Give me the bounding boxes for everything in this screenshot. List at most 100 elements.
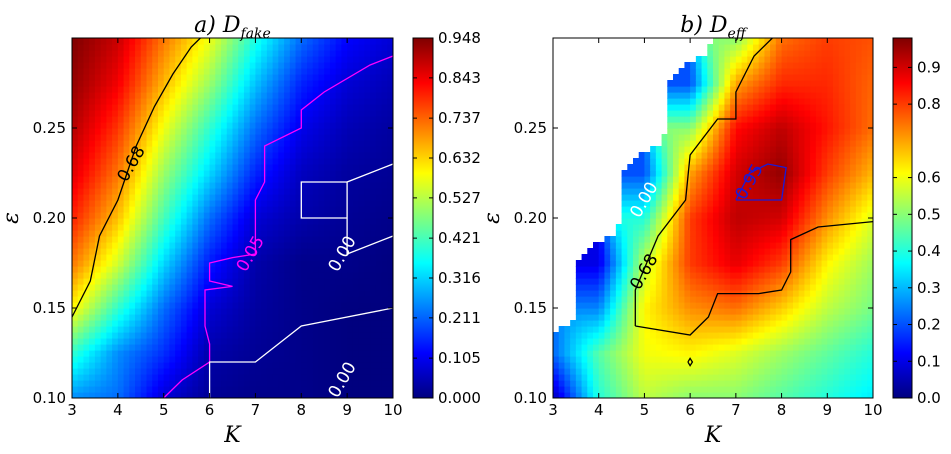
- heatmap-cell: [370, 230, 377, 237]
- heatmap-cell: [718, 362, 726, 369]
- heatmap-cell: [701, 356, 708, 363]
- heatmap-cell: [347, 206, 354, 213]
- heatmap-cell: [135, 362, 142, 369]
- heatmap-cell: [284, 278, 291, 285]
- heatmap-cell: [106, 254, 113, 261]
- heatmap-cell: [157, 248, 165, 255]
- heatmap-cell: [278, 38, 285, 45]
- heatmap-cell: [261, 68, 268, 75]
- heatmap-cell: [358, 44, 365, 51]
- heatmap-cell: [610, 266, 617, 273]
- heatmap-cell: [621, 344, 628, 351]
- heatmap-cell: [730, 254, 737, 261]
- heatmap-cell: [203, 182, 211, 189]
- title-symbol: D: [222, 13, 241, 38]
- heatmap-cell: [621, 278, 628, 285]
- heatmap-cell: [232, 74, 239, 81]
- heatmap-cell: [266, 296, 274, 303]
- heatmap-cell: [180, 338, 188, 345]
- heatmap-cell: [730, 380, 737, 387]
- heatmap-cell: [347, 296, 354, 303]
- heatmap-cell: [135, 374, 142, 381]
- heatmap-cell: [301, 356, 308, 363]
- heatmap-cell: [747, 314, 754, 321]
- heatmap-cell: [255, 182, 262, 189]
- heatmap-cell: [352, 152, 360, 159]
- heatmap-cell: [335, 212, 343, 219]
- heatmap-cell: [83, 362, 90, 369]
- heatmap-cell: [667, 158, 674, 165]
- heatmap-cell: [604, 320, 611, 327]
- heatmap-cell: [735, 62, 743, 69]
- heatmap-cell: [135, 302, 142, 309]
- heatmap-cell: [650, 158, 657, 165]
- heatmap-cell: [146, 104, 153, 111]
- heatmap-cell: [198, 254, 205, 261]
- heatmap-cell: [180, 134, 188, 141]
- heatmap-cell: [146, 134, 153, 141]
- heatmap-cell: [678, 110, 686, 117]
- heatmap-cell: [627, 230, 634, 237]
- heatmap-cell: [695, 236, 703, 243]
- heatmap-cell: [83, 338, 90, 345]
- heatmap-cell: [713, 110, 720, 117]
- heatmap-cell: [129, 74, 136, 81]
- heatmap-cell: [72, 86, 79, 93]
- heatmap-cell: [661, 380, 668, 387]
- heatmap-cell: [627, 362, 634, 369]
- heatmap-cell: [335, 224, 343, 231]
- heatmap-cell: [129, 290, 136, 297]
- heatmap-cell: [112, 368, 119, 375]
- heatmap-cell: [678, 230, 686, 237]
- heatmap-cell: [221, 116, 228, 123]
- heatmap-cell: [89, 236, 96, 243]
- heatmap-cell: [370, 278, 377, 285]
- heatmap-cell: [673, 344, 680, 351]
- heatmap-cell: [318, 326, 325, 333]
- heatmap-cell: [370, 296, 377, 303]
- heatmap-cell: [295, 50, 302, 57]
- heatmap-cell: [387, 326, 393, 333]
- heatmap-cell: [226, 248, 234, 255]
- heatmap-cell: [329, 176, 337, 183]
- heatmap-cell: [192, 152, 199, 159]
- contour-line-0-00: [300, 163, 393, 255]
- heatmap-cell: [678, 302, 686, 309]
- heatmap-cell: [249, 152, 257, 159]
- heatmap-cell: [238, 374, 245, 381]
- x-tick-label: 4: [113, 401, 123, 419]
- heatmap-cell: [575, 350, 583, 357]
- heatmap-cell: [621, 314, 628, 321]
- heatmap-cell: [690, 140, 697, 147]
- heatmap-cell: [381, 350, 388, 357]
- heatmap-cell: [221, 230, 228, 237]
- heatmap-cell: [215, 152, 222, 159]
- heatmap-cell: [713, 146, 720, 153]
- heatmap-cell: [724, 80, 731, 87]
- heatmap-cell: [135, 320, 142, 327]
- heatmap-cell: [243, 56, 251, 63]
- heatmap-cell: [72, 152, 79, 159]
- heatmap-cell: [221, 338, 228, 345]
- heatmap-cell: [255, 92, 262, 99]
- heatmap-cell: [753, 80, 760, 87]
- heatmap-cell: [724, 320, 731, 327]
- heatmap-cell: [364, 302, 371, 309]
- heatmap-cell: [272, 152, 279, 159]
- heatmap-cell: [192, 278, 199, 285]
- heatmap-cell: [266, 98, 274, 105]
- heatmap-cell: [289, 110, 297, 117]
- heatmap-cell: [94, 68, 102, 75]
- heatmap-cell: [272, 278, 279, 285]
- heatmap-cell: [129, 224, 136, 231]
- heatmap-cell: [186, 38, 193, 45]
- heatmap-cell: [226, 44, 234, 51]
- heatmap-cell: [117, 152, 125, 159]
- heatmap-cell: [615, 356, 623, 363]
- heatmap-cell: [284, 146, 291, 153]
- heatmap-cell: [593, 356, 600, 363]
- heatmap-cell: [667, 128, 674, 135]
- heatmap-cell: [221, 134, 228, 141]
- heatmap-cell: [598, 296, 606, 303]
- heatmap-cell: [186, 182, 193, 189]
